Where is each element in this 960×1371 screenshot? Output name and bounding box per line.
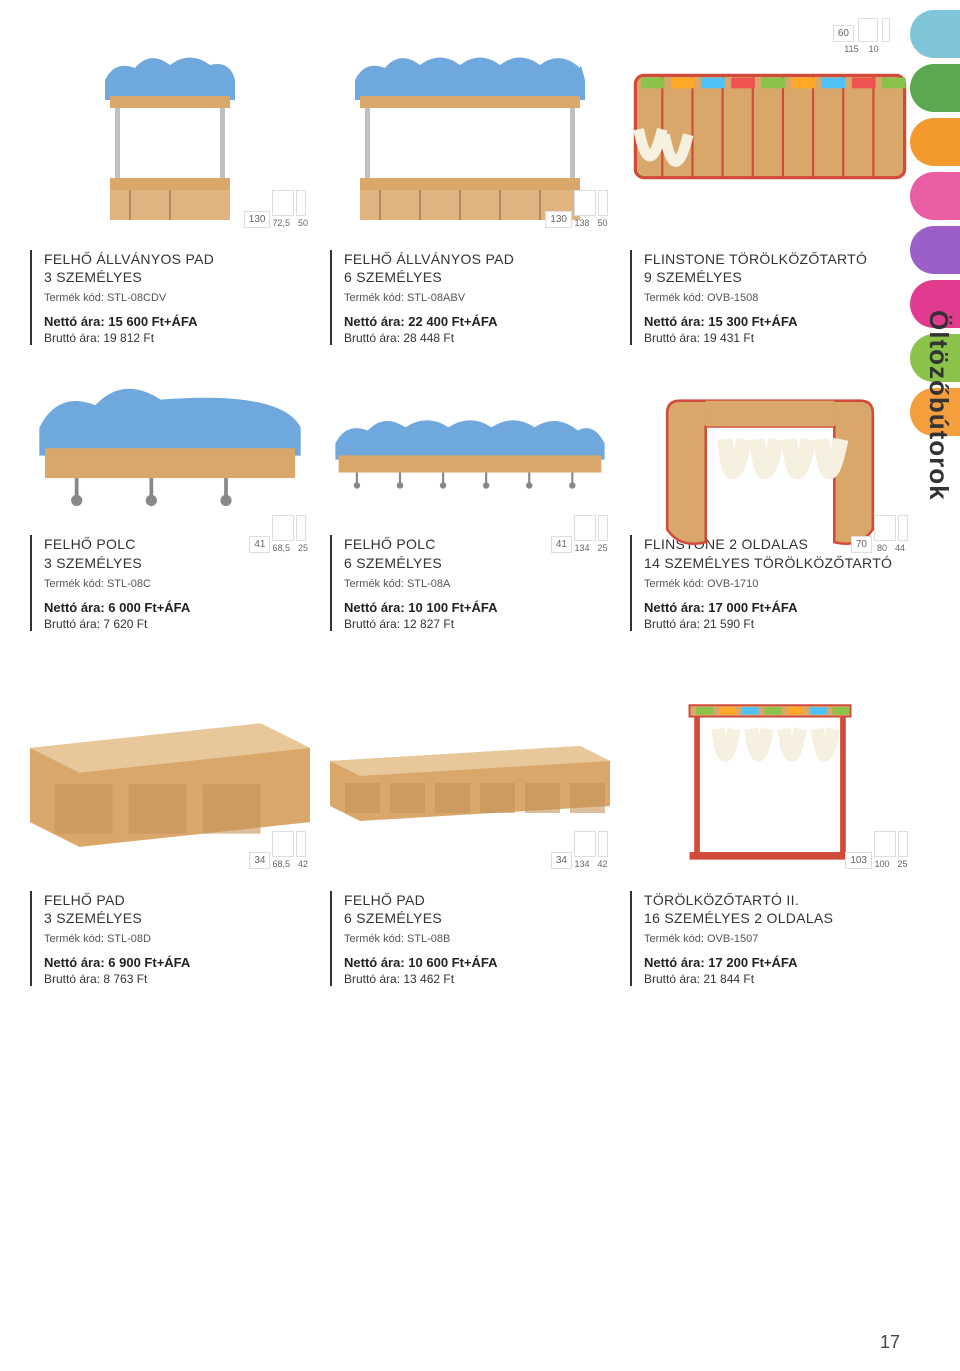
product-title-line2: 6 SZEMÉLYES: [344, 268, 610, 286]
dim-w2: 25: [598, 543, 608, 553]
dim-h: 70: [851, 536, 872, 553]
product-price-net: Nettó ára: 6 000 Ft+ÁFA: [44, 600, 310, 615]
product-code: Termék kód: OVB-1508: [644, 292, 910, 304]
product-price-net: Nettó ára: 10 600 Ft+ÁFA: [344, 955, 610, 970]
product-price-net: Nettó ára: 17 200 Ft+ÁFA: [644, 955, 910, 970]
product-title-line2: 16 SZEMÉLYES 2 OLDALAS: [644, 909, 910, 927]
product-price-gross: Bruttó ára: 8 763 Ft: [44, 972, 310, 986]
product-code: Termék kód: STL-08A: [344, 578, 610, 590]
product-price-gross: Bruttó ára: 19 812 Ft: [44, 331, 310, 345]
dim-w1: 134: [574, 859, 589, 869]
page-number: 17: [880, 1332, 900, 1353]
product-price-gross: Bruttó ára: 7 620 Ft: [44, 617, 310, 631]
dim-w2: 42: [298, 859, 308, 869]
product-image-row: 34 68,5 42 34 134: [30, 661, 930, 871]
product-info: FLINSTONE TÖRÖLKÖZŐTARTÓ 9 SZEMÉLYES Ter…: [630, 250, 910, 345]
dim-w1: 80: [877, 543, 887, 553]
dim-w1: 72,5: [272, 218, 290, 228]
product-code: Termék kód: STL-08ABV: [344, 292, 610, 304]
product-price-gross: Bruttó ára: 21 844 Ft: [644, 972, 910, 986]
dim-h: 41: [249, 536, 270, 553]
dim-h: 130: [545, 211, 572, 228]
product-title-line1: FELHŐ ÁLLVÁNYOS PAD: [344, 250, 610, 268]
dim-w2: 25: [898, 859, 908, 869]
product-price-net: Nettó ára: 17 000 Ft+ÁFA: [644, 600, 910, 615]
dim-w2: 50: [298, 218, 308, 228]
product-code: Termék kód: STL-08C: [44, 578, 310, 590]
dim-w1: 134: [574, 543, 589, 553]
product-price-gross: Bruttó ára: 21 590 Ft: [644, 617, 910, 631]
product-price-net: Nettó ára: 6 900 Ft+ÁFA: [44, 955, 310, 970]
dimension-badge: 41 134 25: [551, 515, 608, 553]
product-price-net: Nettó ára: 15 300 Ft+ÁFA: [644, 314, 910, 329]
product-title-line1: FELHŐ PAD: [344, 891, 610, 909]
product-title-line1: TÖRÖLKÖZŐTARTÓ II.: [644, 891, 910, 909]
product-image-cell: [630, 50, 910, 230]
product-title-line2: 9 SZEMÉLYES: [644, 268, 910, 286]
product-info-row: FELHŐ ÁLLVÁNYOS PAD 3 SZEMÉLYES Termék k…: [30, 250, 930, 345]
dim-w1: 68,5: [272, 543, 290, 553]
product-info: TÖRÖLKÖZŐTARTÓ II. 16 SZEMÉLYES 2 OLDALA…: [630, 891, 910, 986]
product-price-gross: Bruttó ára: 19 431 Ft: [644, 331, 910, 345]
dim-h: 34: [249, 852, 270, 869]
product-image-cell: 34 134 42: [330, 691, 610, 871]
product-image-row: 130 72,5 50 130: [30, 30, 930, 230]
dim-w2: 44: [895, 543, 905, 553]
product-image-cell: 130 72,5 50: [30, 50, 310, 230]
dim-w1: 100: [874, 859, 889, 869]
product-code: Termék kód: STL-08B: [344, 933, 610, 945]
product-code: Termék kód: OVB-1507: [644, 933, 910, 945]
product-code: Termék kód: STL-08CDV: [44, 292, 310, 304]
product-title-line2: 14 SZEMÉLYES TÖRÖLKÖZŐTARTÓ: [644, 554, 910, 572]
dim-h: 103: [845, 852, 872, 869]
product-price-net: Nettó ára: 15 600 Ft+ÁFA: [44, 314, 310, 329]
product-title-line2: 6 SZEMÉLYES: [344, 554, 610, 572]
product-title-line1: FELHŐ ÁLLVÁNYOS PAD: [44, 250, 310, 268]
dim-w2: 50: [598, 218, 608, 228]
product-image-cell: 34 68,5 42: [30, 691, 310, 871]
product-image-cell: 41 68,5 25: [30, 375, 310, 555]
dimension-badge: 70 80 44: [851, 515, 908, 553]
dim-w2: 42: [598, 859, 608, 869]
product-title-line2: 6 SZEMÉLYES: [344, 909, 610, 927]
product-title-line2: 3 SZEMÉLYES: [44, 909, 310, 927]
product-info: FELHŐ ÁLLVÁNYOS PAD 6 SZEMÉLYES Termék k…: [330, 250, 610, 345]
dim-w1: 138: [574, 218, 589, 228]
product-price-gross: Bruttó ára: 12 827 Ft: [344, 617, 610, 631]
product-image-cell: 103 100 25: [630, 691, 910, 871]
dim-w1: 68,5: [272, 859, 290, 869]
product-image-cell: 41 134 25: [330, 375, 610, 555]
product-image-row: 41 68,5 25 41 134: [30, 375, 930, 515]
catalog-page: Öltözőbútorok 60 115 10 130: [0, 0, 960, 1371]
product-code: Termék kód: STL-08D: [44, 933, 310, 945]
product-code: Termék kód: OVB-1710: [644, 578, 910, 590]
product-title-line2: 3 SZEMÉLYES: [44, 268, 310, 286]
product-image-cell: 130 138 50: [330, 50, 610, 230]
dim-h: 41: [551, 536, 572, 553]
product-grid: 130 72,5 50 130: [30, 30, 930, 986]
dimension-badge: 34 68,5 42: [249, 831, 308, 869]
product-price-net: Nettó ára: 10 100 Ft+ÁFA: [344, 600, 610, 615]
product-price-gross: Bruttó ára: 13 462 Ft: [344, 972, 610, 986]
product-title-line1: FLINSTONE TÖRÖLKÖZŐTARTÓ: [644, 250, 910, 268]
dimension-badge: 103 100 25: [845, 831, 908, 869]
dimension-badge: 41 68,5 25: [249, 515, 308, 553]
dim-h: 130: [244, 211, 271, 228]
dimension-badge: 34 134 42: [551, 831, 608, 869]
product-info: FELHŐ ÁLLVÁNYOS PAD 3 SZEMÉLYES Termék k…: [30, 250, 310, 345]
dim-w2: 25: [298, 543, 308, 553]
product-title-line2: 3 SZEMÉLYES: [44, 554, 310, 572]
product-info-row: FELHŐ PAD 3 SZEMÉLYES Termék kód: STL-08…: [30, 891, 930, 986]
product-info: FELHŐ PAD 6 SZEMÉLYES Termék kód: STL-08…: [330, 891, 610, 986]
color-tab: [910, 226, 960, 274]
dim-h: 34: [551, 852, 572, 869]
dimension-badge: 130 138 50: [545, 190, 608, 228]
product-info: FELHŐ PAD 3 SZEMÉLYES Termék kód: STL-08…: [30, 891, 310, 986]
product-price-gross: Bruttó ára: 28 448 Ft: [344, 331, 610, 345]
product-image-cell: 70 80 44: [630, 375, 910, 555]
dimension-badge: 130 72,5 50: [244, 190, 308, 228]
product-price-net: Nettó ára: 22 400 Ft+ÁFA: [344, 314, 610, 329]
product-title-line1: FELHŐ PAD: [44, 891, 310, 909]
